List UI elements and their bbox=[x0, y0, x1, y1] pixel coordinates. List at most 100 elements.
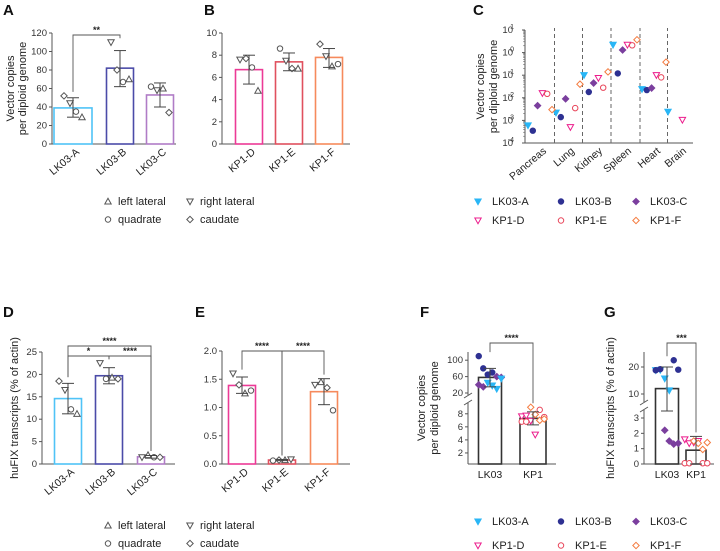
data-point-lk03-a bbox=[523, 122, 533, 130]
data-point-lk03-c bbox=[561, 94, 570, 103]
x-category-label: KP1-F bbox=[307, 146, 338, 174]
y-axis-title: huFIX transcripts (% of actin) bbox=[605, 337, 617, 479]
panel-label: C bbox=[473, 2, 484, 19]
y-tick-label: 10-2 bbox=[502, 92, 514, 104]
significance-bracket bbox=[666, 342, 697, 433]
data-point bbox=[253, 86, 263, 94]
legend-label: quadrate bbox=[118, 538, 161, 550]
y-tick-label: 0.5 bbox=[204, 431, 217, 442]
x-category-label: Brain bbox=[662, 145, 689, 170]
data-point bbox=[329, 407, 337, 414]
tick-base: 10 bbox=[502, 115, 513, 126]
tick-base: 10 bbox=[502, 25, 513, 36]
data-point bbox=[67, 406, 75, 413]
tick-exponent: -3 bbox=[508, 114, 514, 121]
y-tick-label: 20 bbox=[628, 362, 639, 373]
y-tick-label: 0 bbox=[42, 139, 47, 150]
axis-break-mark bbox=[463, 392, 473, 399]
triangle-down-icon bbox=[185, 198, 195, 206]
data-point-lk03-a bbox=[492, 385, 501, 394]
y-tick-label: 100 bbox=[31, 47, 47, 58]
circle-open-icon bbox=[557, 217, 565, 224]
data-point-lk03-c bbox=[533, 101, 542, 110]
data-point-lk03-b bbox=[657, 365, 664, 373]
data-point-lk03-c bbox=[665, 437, 674, 445]
circle-open-icon bbox=[557, 542, 565, 549]
triangle-down-filled-icon bbox=[473, 518, 483, 526]
data-point bbox=[147, 83, 155, 90]
data-point bbox=[60, 387, 70, 395]
x-category-label: LK03-C bbox=[134, 146, 169, 178]
data-point bbox=[137, 454, 147, 462]
diamond-open-icon bbox=[632, 541, 640, 550]
data-point bbox=[77, 112, 87, 121]
y-tick-label: 10-1 bbox=[502, 69, 514, 81]
data-point bbox=[321, 53, 331, 61]
data-point-lk03-b bbox=[475, 352, 482, 360]
significance-label: **** bbox=[102, 336, 117, 346]
y-tick-label: 6 bbox=[212, 72, 217, 83]
data-point-kp1-e bbox=[628, 42, 636, 49]
x-category-label: Spleen bbox=[601, 145, 634, 175]
data-point-kp1-d bbox=[566, 124, 575, 132]
panel-d: D 0 5 10 15 20 25 huFIX transcripts (% of actin… bbox=[3, 304, 175, 498]
legend-label: caudate bbox=[200, 538, 239, 550]
data-point-kp1-f bbox=[703, 438, 712, 447]
tick-exponent: -1 bbox=[508, 69, 514, 76]
significance-label: **** bbox=[255, 341, 270, 351]
data-point-kp1-e bbox=[543, 90, 551, 98]
y-axis-title: Vector copies bbox=[416, 374, 428, 441]
y-axis-title: per diploid genome bbox=[17, 42, 29, 136]
data-point-lk03-b bbox=[675, 366, 682, 373]
tick-exponent: -2 bbox=[508, 92, 514, 99]
data-point bbox=[124, 75, 134, 83]
y-tick-label: 15 bbox=[26, 392, 37, 403]
y-tick-label: 2 bbox=[212, 117, 217, 128]
bar bbox=[227, 384, 257, 465]
legend-label: LK03-B bbox=[575, 196, 612, 208]
y-axis-title: huFIX transcripts (% of actin) bbox=[9, 337, 21, 479]
y-tick-label: 4 bbox=[212, 95, 217, 106]
data-point-kp1-f bbox=[540, 415, 549, 423]
data-point bbox=[247, 387, 255, 394]
x-category-label: Kidney bbox=[573, 145, 606, 175]
data-point-kp1-d bbox=[517, 413, 526, 421]
y-tick-label: 10-4 bbox=[502, 137, 514, 149]
y-tick-label: 10 bbox=[26, 414, 37, 425]
data-point bbox=[242, 54, 250, 63]
legend-label: right lateral bbox=[200, 520, 254, 532]
data-point bbox=[156, 453, 164, 462]
data-point bbox=[235, 56, 245, 64]
data-point bbox=[275, 456, 283, 464]
triangle-down-open-icon bbox=[473, 217, 483, 225]
x-category-label: KP1 bbox=[523, 469, 543, 481]
y-tick-label: 80 bbox=[36, 65, 47, 76]
significance-label: ** bbox=[93, 25, 101, 35]
data-point bbox=[152, 87, 162, 95]
legend-label: KP1-D bbox=[492, 540, 524, 551]
significance-bracket bbox=[281, 350, 325, 456]
data-point-kp1-e bbox=[686, 460, 693, 467]
x-category-label: KP1-F bbox=[302, 466, 333, 494]
tick-exponent: 0 bbox=[510, 47, 514, 54]
diamond-icon bbox=[186, 215, 194, 224]
triangle-down-filled-icon bbox=[473, 198, 483, 206]
data-point-lk03-b bbox=[643, 86, 651, 94]
data-point-kp1-d bbox=[522, 412, 531, 420]
bar bbox=[519, 417, 547, 465]
circle-filled-icon bbox=[557, 518, 565, 525]
data-point-kp1-d bbox=[594, 74, 603, 83]
tick-exponent: -4 bbox=[508, 137, 514, 144]
data-point-lk03-c bbox=[589, 79, 598, 87]
panel-f: F 2 4 6 8 20 60 100 Vector copies per diploid gen… bbox=[416, 304, 556, 481]
significance-bracket bbox=[489, 342, 534, 404]
data-point bbox=[102, 375, 110, 383]
data-point bbox=[65, 100, 75, 108]
data-point-kp1-f bbox=[604, 67, 612, 76]
legend-liver-lobes-de: left lateral right lateral quadrate caudate bbox=[103, 520, 254, 550]
panel-label: B bbox=[204, 2, 215, 19]
y-tick-label: 25 bbox=[26, 347, 37, 358]
legend-label: LK03-A bbox=[492, 516, 529, 528]
panel-label: E bbox=[195, 304, 205, 321]
